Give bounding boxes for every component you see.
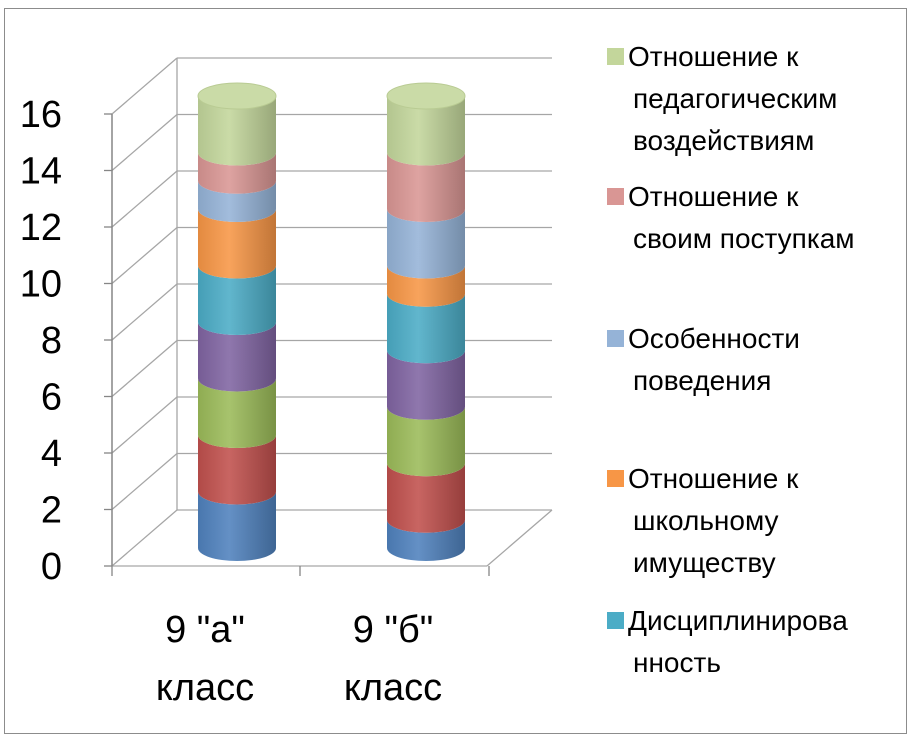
gridlines bbox=[111, 57, 553, 567]
legend-swatch bbox=[607, 330, 624, 347]
legend-label: своим поступкам bbox=[633, 223, 855, 254]
bar-segment bbox=[387, 96, 465, 166]
legend-item: Отношение к педагогическим воздействиям bbox=[607, 41, 837, 156]
bar-segment bbox=[198, 322, 276, 392]
bar-segment bbox=[387, 152, 465, 222]
legend-item: Дисциплинирова нность bbox=[607, 605, 848, 678]
gridline-diagonal bbox=[111, 227, 178, 284]
y-tick-label: 12 bbox=[20, 207, 62, 249]
gridline-diagonal bbox=[111, 114, 178, 171]
bar-segment bbox=[198, 265, 276, 335]
legend-swatch bbox=[607, 48, 624, 65]
y-tick-label: 4 bbox=[41, 433, 62, 475]
y-tick-label: 0 bbox=[41, 546, 62, 588]
gridline-diagonal bbox=[111, 170, 178, 228]
bar-segment bbox=[198, 491, 276, 561]
legend-swatch bbox=[607, 188, 624, 205]
x-category-labels: 9 "а" класс 9 "б" класс bbox=[156, 609, 442, 709]
legend-label: воздействиям bbox=[633, 125, 814, 156]
bar-segment bbox=[198, 378, 276, 448]
gridline-diagonal bbox=[111, 57, 178, 115]
y-tick-label: 2 bbox=[41, 490, 62, 532]
legend-swatch bbox=[607, 612, 624, 629]
bar-segment bbox=[198, 180, 276, 222]
y-tick-label: 10 bbox=[20, 264, 62, 306]
bar-segment bbox=[387, 265, 465, 307]
floor-right-edge bbox=[486, 509, 553, 567]
y-tick-labels: 0 2 4 6 8 10 12 14 16 bbox=[20, 94, 112, 588]
gridline-diagonal bbox=[111, 340, 178, 397]
gridline-diagonal bbox=[111, 453, 178, 510]
cylinder-top-cap bbox=[386, 82, 466, 110]
legend-label: нность bbox=[633, 647, 721, 678]
legend-label: педагогическим bbox=[633, 83, 837, 114]
bar-segment bbox=[387, 463, 465, 533]
legend-label: Отношение к bbox=[628, 181, 799, 212]
bar-segment bbox=[387, 209, 465, 279]
legend-label: Отношение к bbox=[628, 463, 799, 494]
legend-item: Особенности поведения bbox=[607, 323, 800, 396]
x-category-label: 9 "а" bbox=[165, 609, 245, 651]
y-tick-label: 14 bbox=[20, 151, 62, 193]
gridline-diagonal bbox=[111, 509, 178, 567]
legend-label: имуществу bbox=[633, 547, 776, 578]
cylinders bbox=[197, 82, 466, 561]
y-tick-label: 6 bbox=[41, 377, 62, 419]
legend: Отношение кпедагогическимвоздействиямОтн… bbox=[607, 41, 855, 678]
x-category-label: 9 "б" bbox=[353, 609, 433, 651]
legend-label: Дисциплинирова bbox=[628, 605, 848, 636]
legend-label: школьному bbox=[633, 505, 779, 536]
bar-segment bbox=[387, 519, 465, 561]
gridline-diagonal bbox=[111, 396, 178, 454]
x-category-label: класс bbox=[156, 667, 254, 709]
cylinder-top-cap bbox=[197, 82, 277, 110]
legend-item: Отношение к школьному имуществу bbox=[607, 463, 799, 578]
bar-segment bbox=[387, 350, 465, 420]
y-tick-label: 16 bbox=[20, 94, 62, 136]
bar-segment bbox=[198, 152, 276, 194]
legend-label: поведения bbox=[633, 365, 771, 396]
cylinder-1 bbox=[386, 82, 466, 561]
bar-segment bbox=[198, 209, 276, 279]
legend-label: Особенности bbox=[628, 323, 800, 354]
bar-segment bbox=[387, 406, 465, 477]
bar-segment bbox=[198, 96, 276, 166]
bar-segment bbox=[387, 293, 465, 364]
y-tick-label: 8 bbox=[41, 320, 62, 362]
bar-segment bbox=[198, 435, 276, 505]
x-category-label: класс bbox=[344, 667, 442, 709]
cylinder-0 bbox=[197, 82, 277, 561]
legend-item: Отношение к своим поступкам bbox=[607, 181, 855, 254]
legend-label: Отношение к bbox=[628, 41, 799, 72]
legend-swatch bbox=[607, 470, 624, 487]
gridline-diagonal bbox=[111, 283, 178, 341]
